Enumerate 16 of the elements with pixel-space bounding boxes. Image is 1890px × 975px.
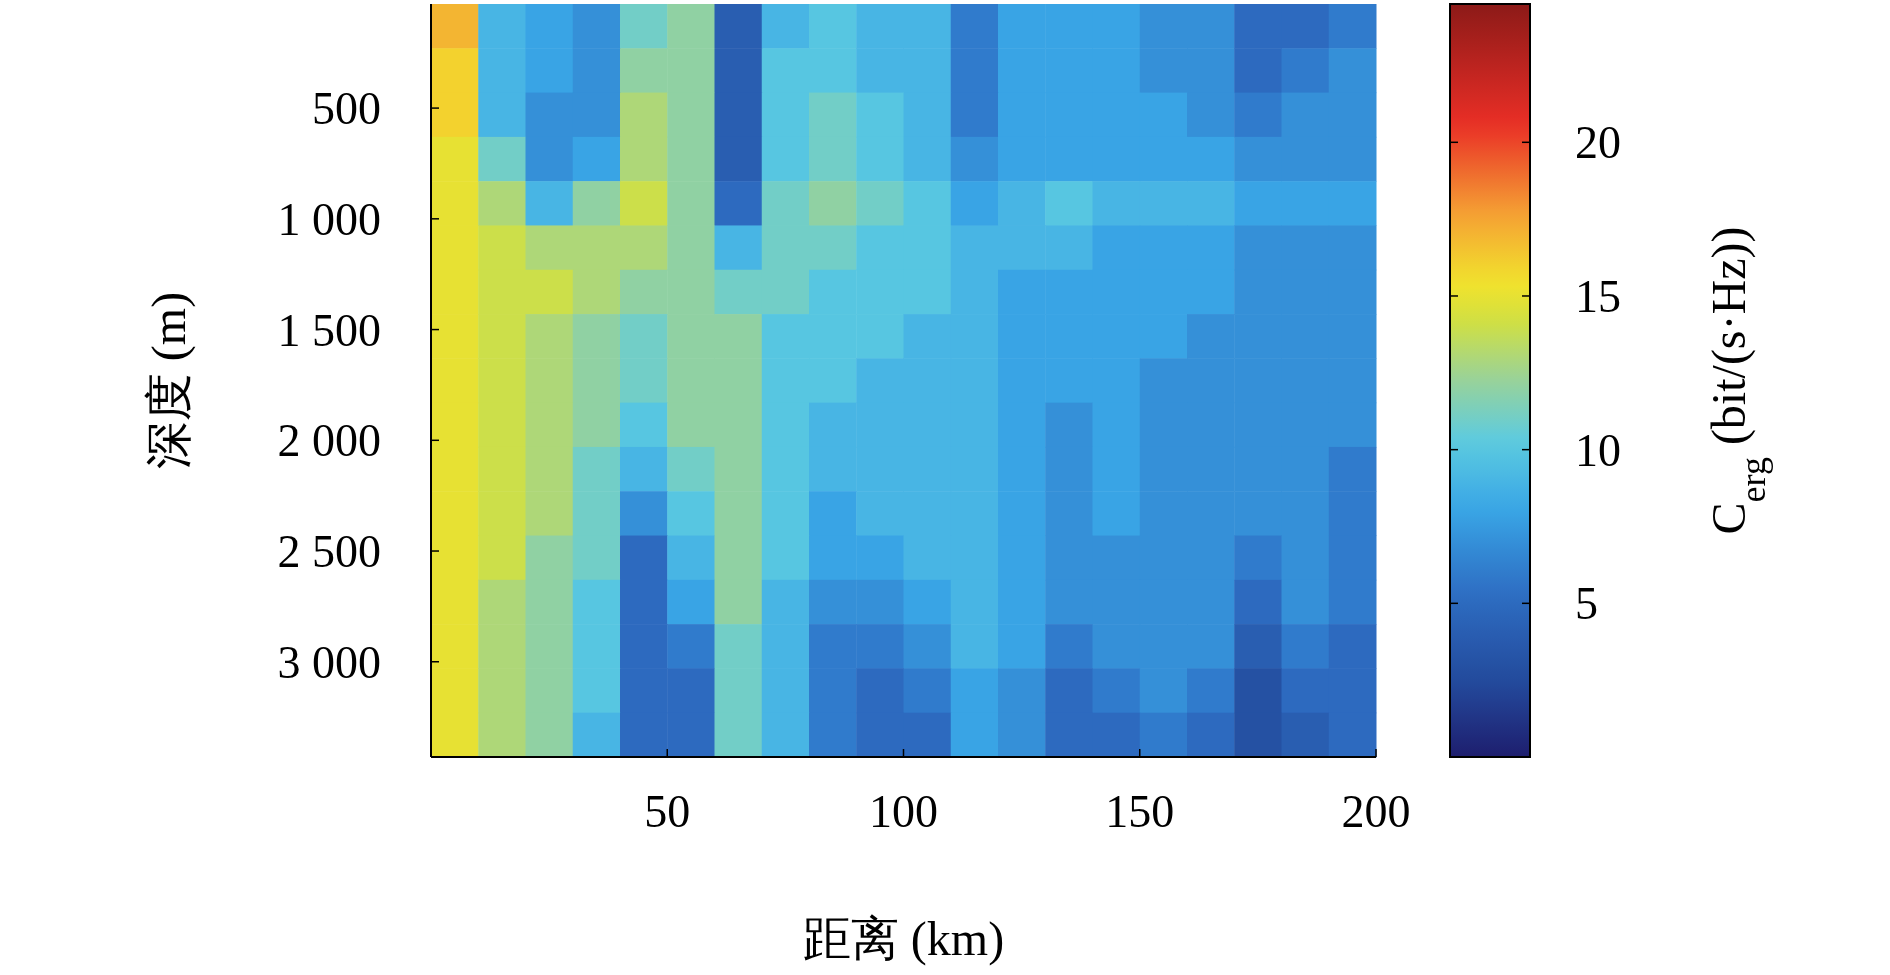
x-tick-label: 150	[1105, 786, 1175, 837]
y-tick-label: 1 000	[277, 193, 381, 245]
x-tick-label: 50	[644, 786, 691, 837]
x-tick-label: 100	[869, 786, 938, 837]
color-bar-label: 15	[1575, 270, 1621, 322]
color-bar-label: 5	[1575, 578, 1598, 630]
y-tick-label: 3 000	[277, 636, 381, 688]
x-tick-label: 200	[1341, 786, 1411, 837]
y-axis-title: 深度 (m)	[142, 291, 196, 470]
y-tick-label: 500	[312, 83, 381, 135]
y-tick-label: 2 000	[277, 415, 381, 467]
color-bar-label: 20	[1575, 117, 1621, 169]
x-axis-title: 距离 (km)	[802, 912, 1005, 966]
y-tick-label: 1 500	[277, 304, 381, 356]
y-tick-label: 2 500	[277, 526, 381, 578]
color-bar-label: 10	[1575, 424, 1621, 476]
